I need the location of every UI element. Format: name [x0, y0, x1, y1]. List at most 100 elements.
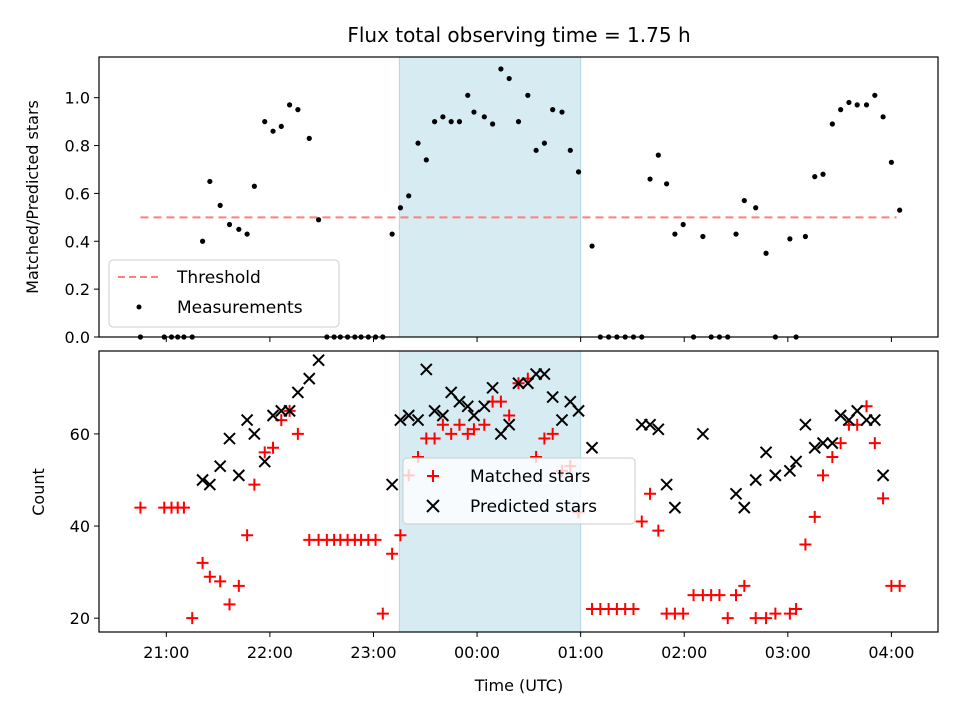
matched-star-point — [214, 575, 227, 588]
matched-star-point — [478, 418, 491, 431]
measurement-point — [207, 178, 213, 185]
predicted-star-point — [436, 409, 450, 422]
matched-star-point — [817, 469, 830, 482]
matched-star-point — [445, 427, 458, 440]
measurement-point — [262, 119, 268, 125]
measurement-point — [541, 140, 547, 146]
predicted-star-point — [826, 436, 839, 450]
measurement-point — [550, 107, 556, 113]
measurement-point — [655, 152, 661, 158]
measurement-point — [854, 102, 860, 108]
predicted-star-point — [411, 413, 425, 427]
matched-star-point — [644, 487, 657, 500]
measurement-point — [888, 159, 894, 165]
predicted-star-point — [696, 427, 710, 441]
x-tick-label: 02:00 — [661, 643, 707, 662]
predicted-star-point — [486, 381, 499, 395]
measurement-point — [672, 231, 678, 237]
predicted-star-point — [213, 459, 227, 473]
measurement-point — [506, 75, 512, 82]
chart-title: Flux total observing time = 1.75 h — [347, 23, 690, 47]
matched-star-point — [494, 395, 507, 408]
matched-star-point — [258, 446, 271, 459]
matched-star-point — [635, 515, 648, 528]
predicted-star-point — [283, 404, 296, 418]
measurement-point — [802, 233, 809, 240]
predicted-star-point — [467, 409, 481, 422]
matched-star-point — [538, 432, 551, 445]
predicted-star-point — [652, 423, 665, 436]
predicted-star-point — [453, 395, 466, 408]
measurement-point — [471, 109, 477, 115]
y-tick-label: 0.0 — [65, 328, 90, 347]
x-tick-label: 21:00 — [143, 643, 189, 662]
measurement-point — [680, 221, 686, 228]
predicted-star-point — [223, 432, 236, 445]
matched-star-point — [196, 556, 209, 569]
predicted-star-point — [203, 478, 217, 491]
measurement-point — [664, 181, 670, 187]
predicted-star-point — [546, 390, 559, 404]
count-y-ticks: 20 40 60 — [70, 425, 99, 628]
matched-star-point — [546, 427, 559, 440]
matched-star-point — [461, 427, 474, 440]
predicted-star-point — [428, 404, 441, 418]
measurement-point — [846, 99, 852, 106]
measurement-point — [567, 147, 573, 153]
predicted-star-point — [312, 354, 325, 367]
predicted-star-point — [394, 413, 407, 427]
matched-star-point — [877, 492, 890, 505]
y-tick-label: 20 — [70, 609, 90, 628]
matched-star-point — [783, 607, 796, 620]
matched-star-point — [799, 538, 812, 551]
predicted-star-point — [502, 418, 516, 431]
predicted-star-point — [868, 413, 882, 427]
matched-star-point — [177, 501, 190, 514]
measurement-point — [733, 231, 739, 237]
predicted-star-point — [729, 487, 743, 501]
ratio-panel-shaded-span — [398, 56, 582, 338]
matched-star-point — [868, 437, 881, 450]
predicted-star-point — [512, 377, 525, 390]
count-y-label: Count — [29, 468, 48, 516]
predicted-star-point — [555, 413, 569, 427]
measurement-point — [490, 121, 496, 127]
measurement-point — [647, 176, 653, 182]
matched-star-point — [790, 602, 803, 615]
ratio-x-ticks — [165, 337, 892, 342]
matched-star-point — [436, 418, 449, 431]
predicted-star-point — [769, 469, 782, 482]
predicted-star-point — [783, 464, 797, 477]
predicted-star-point — [749, 473, 762, 487]
predicted-star-point — [478, 400, 491, 413]
predicted-star-point — [266, 409, 280, 422]
ratio-legend: Threshold Measurements — [108, 259, 340, 328]
measurement-point — [432, 119, 438, 125]
predicted-star-point — [196, 473, 209, 487]
ratio-panel-frame — [98, 56, 939, 338]
predicted-star-point — [402, 409, 415, 422]
measurement-point — [829, 121, 835, 127]
y-tick-label: 40 — [70, 517, 90, 536]
matched-star-point — [834, 437, 847, 450]
predicted-star-point — [876, 469, 890, 482]
ratio-y-label: Matched/Predicted stars — [23, 100, 42, 294]
matched-star-point — [203, 570, 216, 583]
measurement-point — [315, 217, 322, 223]
predicted-star-point — [572, 404, 585, 418]
legend-matched-label: Matched stars — [470, 467, 590, 487]
matched-star-point — [376, 607, 389, 620]
matched-star-point — [826, 450, 839, 463]
y-tick-label: 0.6 — [65, 184, 90, 203]
predicted-star-point — [643, 418, 657, 431]
measurement-point — [575, 169, 582, 175]
matched-star-point — [134, 501, 147, 514]
measurement-point — [880, 114, 886, 120]
measurement-point — [270, 128, 276, 134]
predicted-star-point — [660, 478, 673, 491]
x-axis-label: Time (UTC) — [474, 676, 563, 695]
count-x-ticks: 21:00 22:00 23:00 00:00 01:00 02:00 03:00 04:00 — [143, 632, 914, 662]
predicted-star-point — [585, 441, 599, 454]
matched-star-point — [627, 602, 640, 615]
